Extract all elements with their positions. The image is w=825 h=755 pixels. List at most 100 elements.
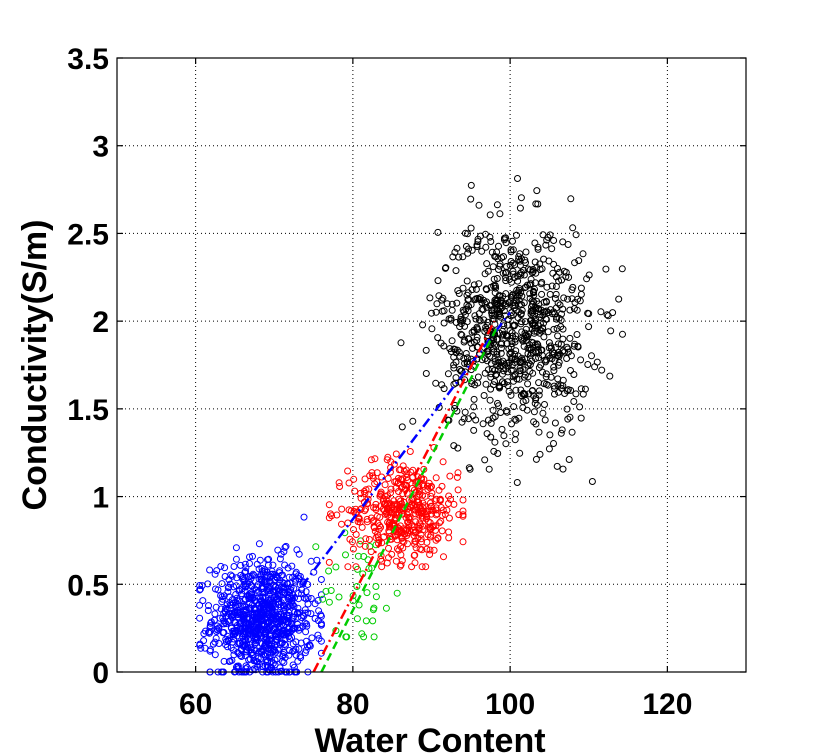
data-point-series-4 (532, 455, 540, 463)
data-point-series-1 (247, 582, 255, 590)
data-point-series-4 (460, 338, 468, 346)
data-point-series-4 (499, 269, 507, 277)
data-point-series-4 (467, 195, 475, 203)
data-point-series-4 (468, 328, 476, 336)
data-point-series-1 (303, 620, 310, 628)
data-point-series-4 (459, 284, 467, 292)
data-point-series-4 (503, 332, 511, 340)
data-point-series-2 (393, 589, 401, 597)
data-point-series-3 (338, 520, 345, 528)
data-point-series-4 (452, 379, 460, 387)
data-point-series-4 (515, 375, 523, 383)
data-point-series-4 (489, 406, 497, 414)
data-point-series-4 (514, 175, 521, 182)
data-point-series-1 (235, 597, 243, 605)
data-point-series-2 (353, 615, 361, 623)
data-point-series-3 (398, 510, 406, 518)
data-point-series-1 (296, 652, 304, 660)
data-point-series-1 (242, 637, 250, 645)
data-point-series-4 (536, 450, 544, 458)
data-point-series-3 (404, 477, 411, 484)
data-point-series-4 (517, 271, 525, 279)
data-point-series-4 (487, 370, 495, 378)
data-point-series-4 (426, 294, 434, 302)
data-point-series-4 (486, 396, 494, 404)
data-point-series-1 (212, 585, 219, 593)
data-point-series-4 (570, 398, 578, 405)
data-point-series-1 (196, 601, 204, 609)
data-point-series-4 (475, 201, 483, 209)
data-point-series-2 (353, 583, 361, 590)
data-point-series-1 (302, 595, 310, 603)
data-point-series-4 (545, 257, 553, 265)
data-point-series-4 (535, 428, 543, 436)
data-point-series-4 (549, 351, 556, 359)
data-point-series-4 (496, 210, 504, 218)
data-point-series-1 (236, 639, 244, 647)
data-point-series-1 (255, 623, 263, 630)
data-point-series-4 (550, 367, 558, 375)
data-point-series-3 (439, 506, 447, 514)
data-point-series-3 (426, 551, 434, 558)
data-point-series-1 (232, 591, 240, 598)
data-point-series-4 (577, 414, 585, 422)
data-point-series-1 (223, 606, 231, 614)
data-point-series-1 (263, 638, 271, 646)
data-point-series-4 (615, 295, 623, 303)
data-point-series-4 (492, 371, 500, 379)
data-point-series-3 (411, 559, 419, 567)
data-point-series-1 (253, 599, 261, 607)
data-point-series-1 (252, 610, 260, 618)
data-point-series-4 (478, 247, 486, 255)
data-point-series-1 (243, 615, 251, 623)
data-point-series-4 (564, 241, 572, 248)
data-point-series-4 (446, 345, 454, 353)
data-point-series-4 (487, 373, 495, 381)
data-point-series-3 (346, 535, 354, 543)
data-point-series-4 (488, 248, 496, 256)
data-point-series-1 (294, 620, 301, 628)
data-point-series-4 (526, 290, 534, 298)
data-point-series-3 (414, 506, 422, 514)
data-point-series-4 (470, 281, 478, 289)
data-point-series-3 (418, 563, 426, 571)
data-point-series-4 (495, 242, 502, 250)
data-point-series-4 (502, 269, 509, 277)
data-point-series-4 (486, 211, 494, 219)
data-point-series-4 (565, 273, 573, 281)
data-point-series-4 (517, 268, 525, 276)
data-point-series-4 (550, 325, 558, 333)
data-point-series-3 (397, 561, 405, 569)
data-point-series-4 (579, 250, 587, 258)
data-point-series-4 (547, 342, 555, 350)
data-point-series-1 (273, 574, 281, 582)
data-point-series-3 (385, 544, 392, 552)
data-point-series-3 (381, 492, 389, 500)
data-point-series-1 (241, 568, 249, 576)
data-point-series-3 (373, 469, 381, 477)
data-point-series-4 (397, 339, 405, 347)
data-point-series-1 (219, 614, 227, 622)
data-point-series-1 (209, 640, 217, 648)
data-point-series-1 (285, 587, 293, 595)
data-point-series-3 (459, 496, 467, 504)
data-point-series-1 (290, 663, 298, 671)
data-point-series-4 (438, 296, 446, 304)
data-point-series-3 (432, 495, 440, 503)
data-point-series-3 (410, 526, 418, 534)
data-point-series-3 (459, 507, 467, 515)
data-point-series-4 (537, 306, 545, 314)
data-point-series-3 (445, 492, 453, 500)
data-point-series-4 (528, 320, 536, 328)
data-point-series-4 (606, 372, 614, 380)
data-point-series-3 (421, 492, 429, 500)
data-point-series-4 (459, 253, 467, 261)
data-point-series-3 (428, 489, 436, 497)
data-point-series-1 (256, 556, 264, 564)
data-point-series-3 (384, 453, 392, 461)
data-point-series-1 (246, 604, 254, 612)
data-point-series-4 (491, 413, 499, 421)
data-point-series-3 (371, 527, 379, 535)
data-point-series-3 (370, 516, 378, 524)
data-point-series-4 (557, 429, 565, 437)
